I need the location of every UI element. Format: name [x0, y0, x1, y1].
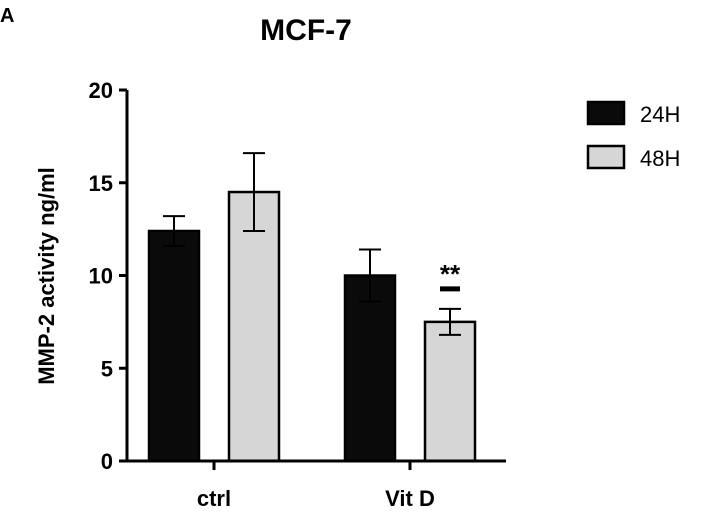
legend-label-24h: 24H [640, 102, 680, 127]
bar-24h-ctrl [147, 229, 201, 463]
legend-label-48h: 48H [640, 146, 680, 171]
chart-title: MCF-7 [260, 14, 352, 47]
panel-label: A [0, 5, 14, 27]
legend-swatch-48h [586, 144, 626, 170]
x-tick-label: Vit D [385, 486, 435, 508]
significance-label: ** [440, 259, 461, 289]
x-tick-label: ctrl [197, 486, 231, 508]
legend-swatch-24h [586, 100, 626, 126]
bar-48h-vit-d [423, 320, 477, 463]
y-tick-label: 10 [89, 264, 113, 289]
plot-area: ** 0 5 10 15 20 ctrl Vit D [89, 78, 506, 511]
y-tick-label: 20 [89, 78, 113, 103]
y-axis-label: MMP-2 activity ng/ml [34, 167, 59, 385]
bar-24h-vit-d [343, 274, 397, 463]
bar-48h-ctrl [227, 190, 281, 463]
legend: 24H 48H [586, 100, 680, 171]
y-tick-label: 15 [89, 171, 113, 196]
y-tick-label: 0 [101, 449, 113, 474]
y-tick-label: 5 [101, 356, 113, 381]
